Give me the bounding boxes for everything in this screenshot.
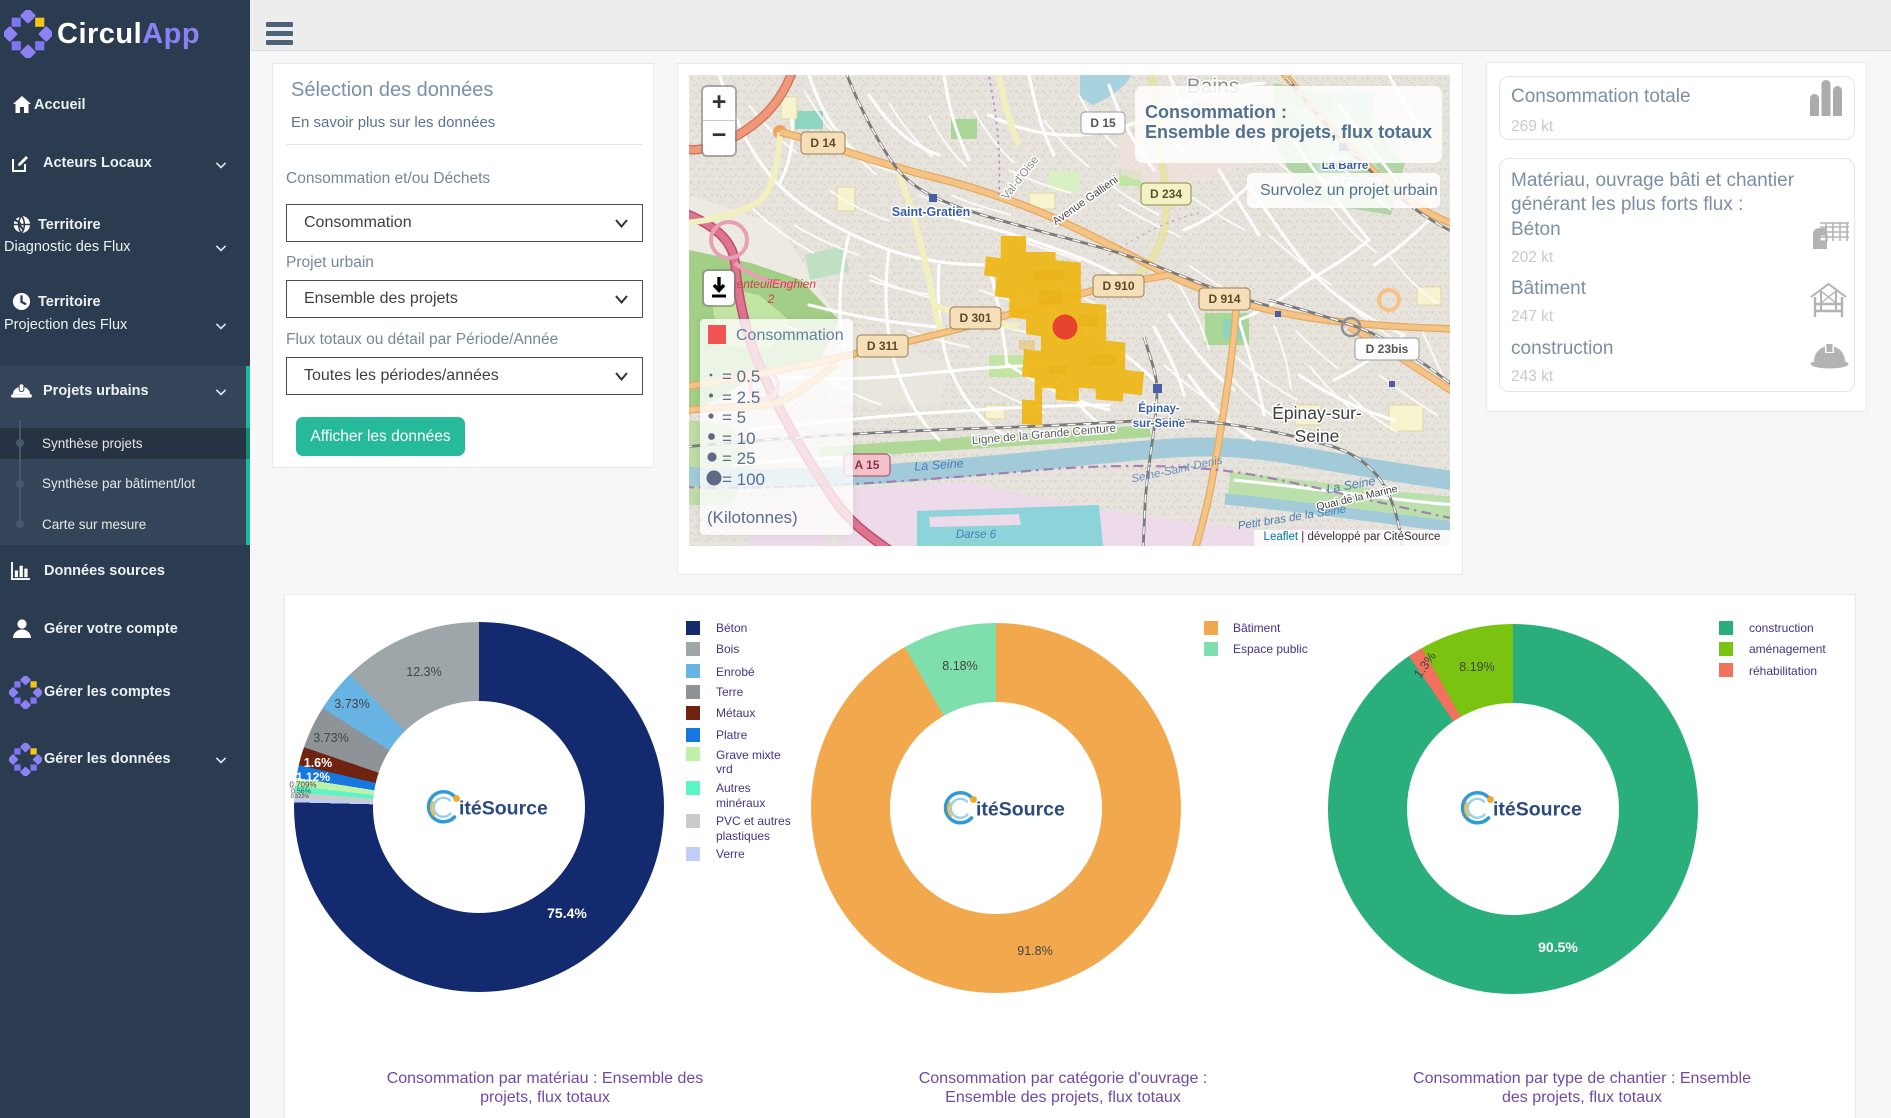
svg-text:La Seine: La Seine: [914, 456, 964, 473]
svg-text:D 301: D 301: [959, 311, 991, 325]
svg-text:2: 2: [767, 292, 775, 306]
svg-text:D 234: D 234: [1150, 187, 1182, 201]
svg-text:A 15: A 15: [855, 458, 880, 472]
svg-text:D 15: D 15: [1090, 116, 1116, 130]
svg-text:Seine: Seine: [1295, 426, 1340, 446]
svg-text:D 914: D 914: [1208, 292, 1240, 306]
svg-text:sur-Seine: sur-Seine: [1133, 418, 1185, 430]
svg-text:Darse 6: Darse 6: [956, 529, 997, 541]
svg-text:D 910: D 910: [1102, 279, 1134, 293]
svg-text:genteuilEnghien: genteuilEnghien: [730, 277, 816, 291]
svg-text:D 14: D 14: [810, 136, 836, 150]
svg-text:Épinay-: Épinay-: [1138, 402, 1180, 415]
svg-text:Saint-Gratien: Saint-Gratien: [892, 205, 971, 219]
svg-text:D 311: D 311: [867, 339, 899, 353]
svg-text:D 23bis: D 23bis: [1366, 342, 1409, 356]
svg-text:Épinay-sur-: Épinay-sur-: [1272, 403, 1362, 423]
